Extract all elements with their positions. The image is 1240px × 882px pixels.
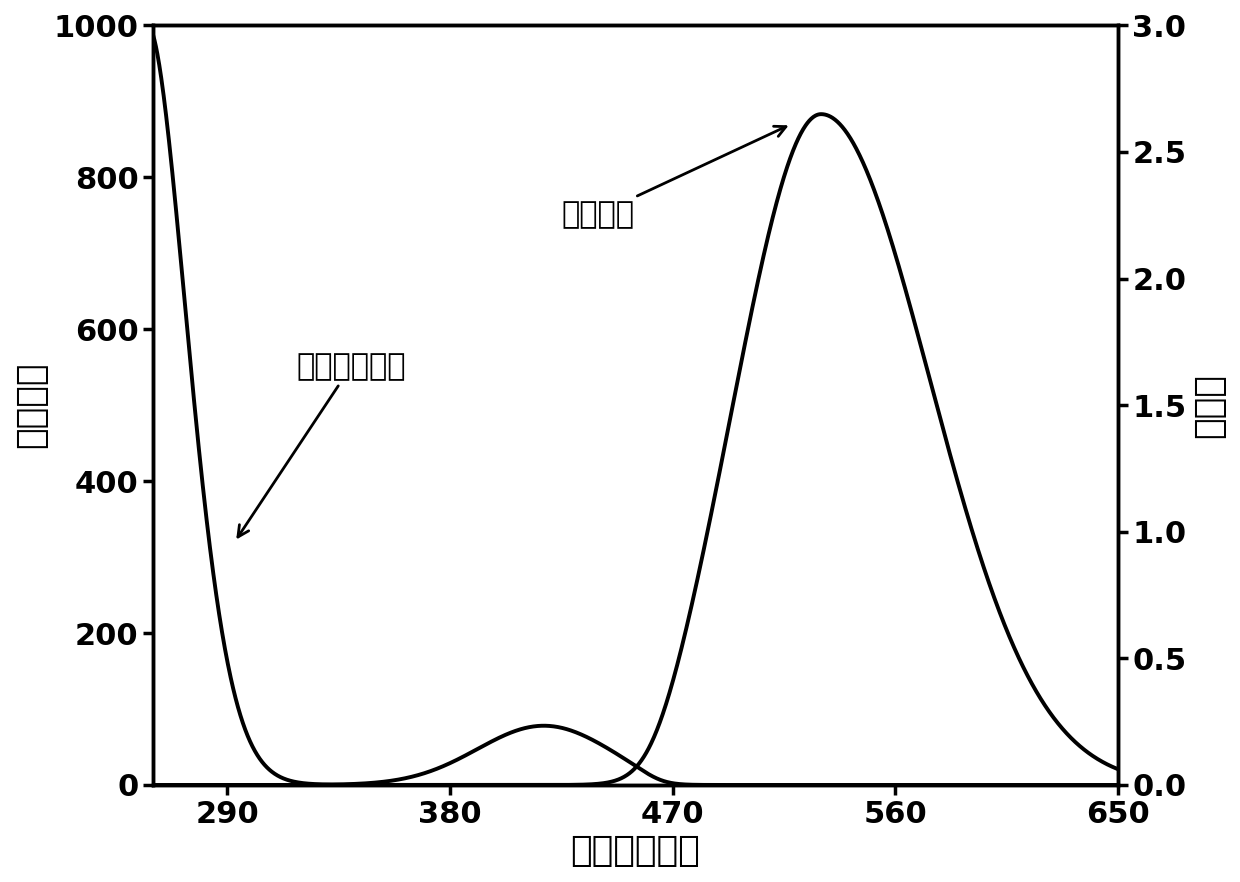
X-axis label: 波长（纳米）: 波长（纳米） <box>570 834 701 868</box>
Text: 荧光光谱: 荧光光谱 <box>562 126 786 229</box>
Y-axis label: 吸光度: 吸光度 <box>1192 373 1226 437</box>
Text: 紫外吸收光谱: 紫外吸收光谱 <box>238 352 405 537</box>
Y-axis label: 荧光强度: 荧光强度 <box>14 362 48 448</box>
